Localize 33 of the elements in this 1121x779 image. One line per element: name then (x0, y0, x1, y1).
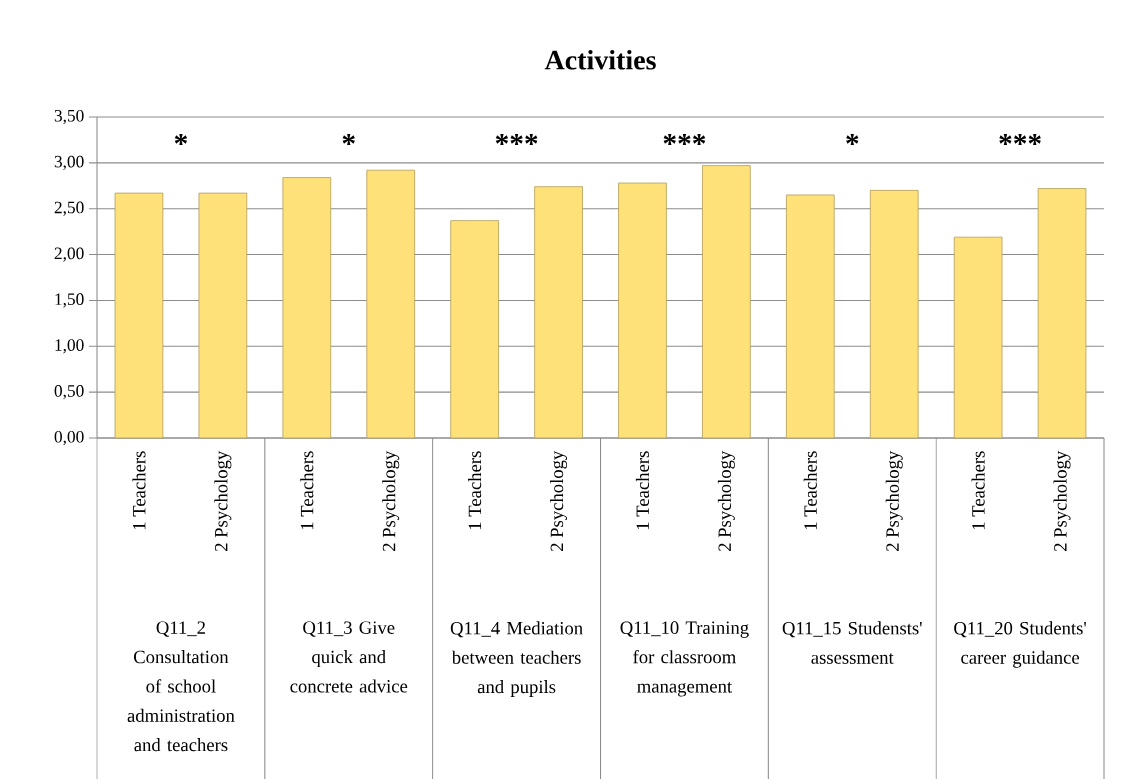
y-tick-label: 3,50 (54, 109, 84, 125)
y-tick-label: 2,00 (54, 247, 84, 262)
text: Q11_4 Mediation between teachers and pupils (450, 621, 583, 697)
text: Q11_15 Studensts' assessment (782, 621, 922, 664)
annotation: *** (999, 133, 1041, 146)
x-tick-label: 2 Psychology (550, 450, 568, 552)
y-tick-label: 2,50 (54, 201, 84, 216)
annotation: * (846, 133, 859, 146)
y-tick-label: 0,50 (54, 385, 84, 400)
annotation: *** (663, 133, 706, 146)
text: Q11_10 Training for classroom management (620, 621, 749, 697)
x-tick-label: 2 Psychology (214, 450, 232, 552)
x-tick-label: 1 Teachers (635, 451, 650, 530)
x-tick-label: 2 Psychology (717, 450, 735, 552)
x-tick-label: 2 Psychology (885, 450, 903, 552)
x-tick-label: 1 Teachers (132, 451, 146, 530)
y-tick-label: 3,00 (54, 155, 84, 170)
chart-title: Activities (544, 49, 656, 70)
x-tick-label: 1 Teachers (468, 451, 482, 530)
y-tick-label: 0,00 (54, 430, 84, 446)
x-tick-label: 1 Teachers (971, 451, 985, 530)
x-tick-label: 1 Teachers (300, 451, 314, 530)
text: Q11_2 Consultation of school administration and teachers (127, 621, 235, 752)
x-tick-label: 2 Psychology (382, 450, 400, 552)
y-tick-label: 1,50 (55, 293, 84, 308)
x-tick-label: 2 Psychology (1053, 450, 1071, 552)
y-tick-label: 1,00 (55, 339, 84, 354)
annotation: * (342, 133, 355, 146)
text: Q11_20 Students' career guidance (954, 621, 1086, 668)
annotation: * (174, 133, 188, 146)
x-tick-label: 1 Teachers (803, 451, 817, 530)
annotation: *** (495, 133, 538, 146)
text: Q11_3 Give quick and concrete advice (290, 621, 408, 693)
